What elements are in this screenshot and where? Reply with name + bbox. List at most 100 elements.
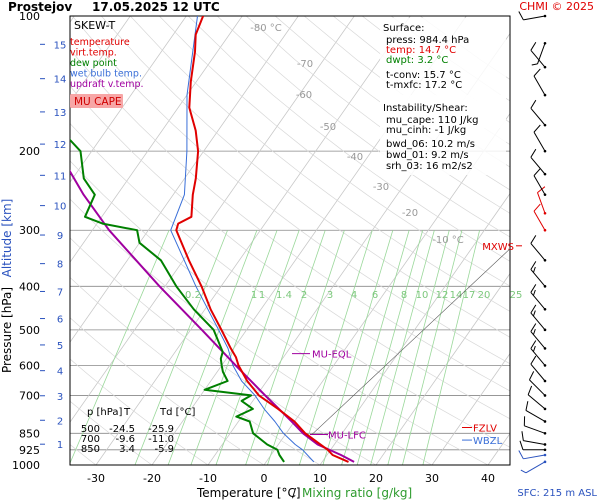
temperature-tick-label: 0 bbox=[261, 472, 268, 485]
mixing-ratio-label: 2 bbox=[301, 290, 307, 301]
wind-barb-base bbox=[543, 443, 547, 446]
wind-barb bbox=[521, 431, 547, 446]
wind-barb-base bbox=[543, 420, 547, 423]
wind-barb-staff bbox=[533, 175, 546, 195]
wbzl-label: WBZL bbox=[473, 436, 503, 447]
station-name: Prostejov bbox=[8, 0, 73, 14]
x-axis-title-temperature: Temperature [°C] bbox=[196, 486, 301, 500]
dry-adiabat-line bbox=[245, 16, 510, 214]
mxws-label: MXWS bbox=[482, 242, 514, 253]
pressure-tick-label: 500 bbox=[19, 324, 40, 337]
instability-row: srh_03: 16 m2/s2 bbox=[386, 161, 473, 172]
wind-barb-staff bbox=[530, 269, 546, 287]
dry-adiabat-line bbox=[70, 85, 510, 420]
wind-barb-base bbox=[543, 123, 547, 127]
pressure-tick-label: 925 bbox=[19, 444, 40, 457]
altitude-tick-label: 14 bbox=[54, 75, 67, 86]
wind-barb bbox=[537, 186, 547, 215]
wind-barb-staff bbox=[530, 363, 546, 382]
level-table-header: p [hPa] bbox=[87, 407, 122, 418]
wind-barb-base bbox=[543, 211, 547, 215]
wind-barb-feather bbox=[531, 63, 538, 66]
wind-barb-base bbox=[543, 65, 547, 69]
wind-barb bbox=[530, 323, 547, 350]
wind-barb bbox=[533, 168, 547, 196]
mixing-ratio-line bbox=[190, 230, 278, 465]
level-table-cell: -5.9 bbox=[154, 444, 174, 455]
mixing-ratio-label: 1 bbox=[259, 290, 265, 301]
dry-adiabat-line bbox=[70, 237, 377, 465]
dry-adiabat-line bbox=[101, 16, 510, 338]
plot-frame bbox=[69, 15, 511, 466]
wind-barb-staff bbox=[524, 425, 546, 434]
wind-barb-staff bbox=[525, 410, 546, 422]
dry-adiabat-line bbox=[72, 16, 510, 365]
isotherm-line bbox=[70, 16, 131, 103]
surface-row: temp: 14.7 °C bbox=[386, 45, 456, 56]
wind-barb-feather bbox=[533, 68, 541, 77]
wind-barb-base bbox=[543, 448, 547, 452]
updraft-curve bbox=[70, 169, 355, 463]
isotherm-line bbox=[70, 16, 355, 423]
x-axis-title-separator: / bbox=[292, 486, 297, 500]
mixing-ratio-label: 10 bbox=[416, 290, 429, 301]
dry-adiabat-line bbox=[130, 16, 510, 312]
mixing-ratio-line bbox=[167, 230, 258, 465]
wind-barb-base bbox=[543, 149, 547, 153]
isotherm-label: -20 bbox=[402, 208, 418, 219]
mixing-ratio-line bbox=[387, 230, 450, 465]
isotherm-label: -50 bbox=[320, 122, 336, 133]
wind-barb bbox=[530, 355, 547, 383]
mixing-ratio-label: 6 bbox=[372, 290, 378, 301]
mu-cape-box bbox=[70, 94, 123, 108]
wind-barb-base bbox=[543, 172, 547, 176]
wind-barb-feather bbox=[530, 323, 537, 332]
legend-entry: virt.temp. bbox=[70, 48, 117, 59]
isotherm-line bbox=[375, 272, 510, 465]
wind-barb-feather bbox=[518, 11, 524, 21]
altitude-tick-label: 12 bbox=[54, 140, 67, 151]
wind-barb-base bbox=[543, 14, 547, 18]
wind-barb-feather bbox=[530, 355, 537, 365]
wind-barb bbox=[533, 203, 547, 232]
wind-barb-staff bbox=[533, 131, 546, 152]
wind-barb-base bbox=[543, 460, 547, 464]
temperature-tick-label: -30 bbox=[87, 472, 105, 485]
mixing-ratio-label: 20 bbox=[478, 290, 491, 301]
instability-row: bwd_01: 9.2 m/s bbox=[386, 150, 469, 161]
isotherm-label: -80 °C bbox=[250, 23, 282, 34]
level-table-cell: 500 bbox=[81, 424, 100, 435]
wind-barb-feather bbox=[530, 261, 537, 270]
temperature-curve bbox=[175, 16, 349, 463]
dry-adiabat-line bbox=[70, 317, 265, 465]
mixing-ratio-line bbox=[245, 230, 326, 465]
mixing-ratio-label: 8 bbox=[401, 290, 407, 301]
dry-adiabat-line bbox=[70, 122, 510, 448]
wind-barb-feather bbox=[530, 235, 537, 244]
wind-barb-feather bbox=[525, 401, 529, 411]
wind-barb-feather bbox=[530, 304, 537, 314]
altitude-tick-label: 1 bbox=[57, 440, 63, 451]
dry-adiabat-line bbox=[187, 16, 510, 262]
temperature-tick-label: 30 bbox=[425, 472, 439, 485]
mu-eql-label: MU-EQL bbox=[312, 350, 352, 361]
wind-barb-feather bbox=[520, 469, 527, 474]
legend-entry: temperature bbox=[70, 37, 130, 48]
wind-barb-feather bbox=[528, 371, 535, 381]
isotherm-label: -70 bbox=[297, 59, 313, 70]
instability-row: mu_cinh: -1 J/kg bbox=[386, 125, 466, 136]
wind-barb-base bbox=[543, 93, 547, 97]
cape-reference-line bbox=[311, 248, 511, 435]
sounding-datetime: 17.05.2025 12 UTC bbox=[92, 0, 220, 14]
wind-barb-base bbox=[543, 432, 547, 435]
wind-barb-staff bbox=[530, 292, 546, 310]
mixing-ratio-line bbox=[298, 230, 373, 465]
mu-lfc-label: MU-LFC bbox=[328, 430, 366, 441]
mixing-ratio-label: 1.4 bbox=[276, 290, 292, 301]
wind-barb-base bbox=[543, 379, 547, 383]
mixing-ratio-line bbox=[322, 230, 394, 465]
mixing-ratio-label: 17 bbox=[463, 290, 476, 301]
wind-barb-base bbox=[543, 364, 547, 367]
level-table-header: Td [°C] bbox=[159, 407, 196, 418]
